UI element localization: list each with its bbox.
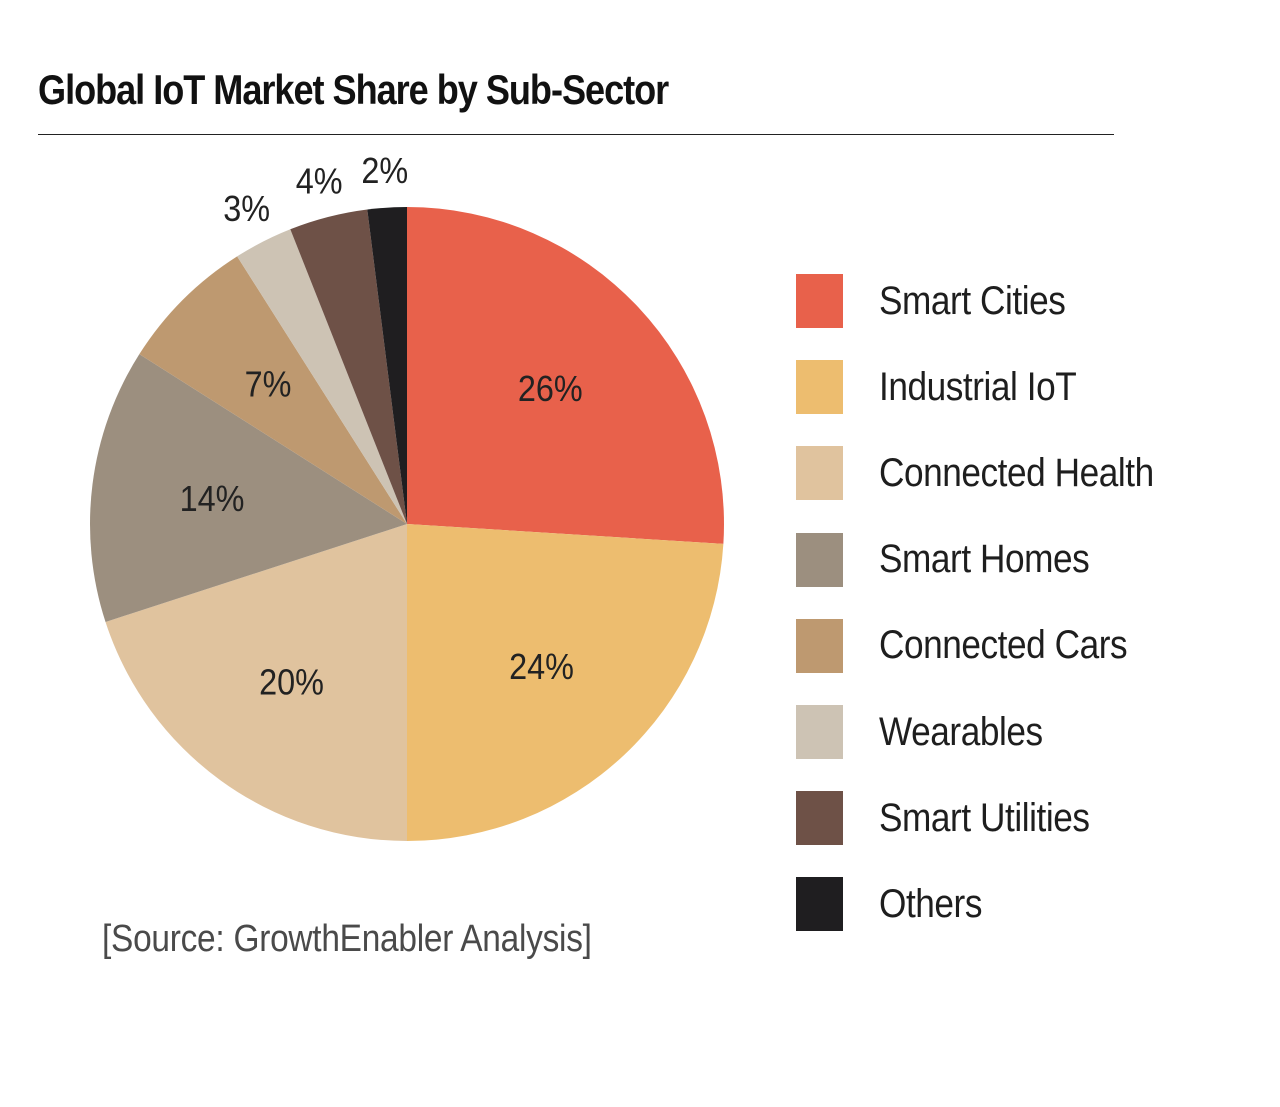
pie-slice-industrial-iot [407, 524, 724, 842]
chart-title: Global IoT Market Share by Sub-Sector [38, 66, 669, 113]
legend-swatch [796, 618, 843, 673]
pie-slice-others [367, 207, 407, 524]
legend-label: Others [879, 881, 983, 926]
legend-label: Wearables [879, 709, 1043, 754]
title-divider [38, 134, 1114, 135]
legend-item-smart-utilities: Smart Utilities [796, 775, 1191, 861]
legend-label: Smart Cities [879, 278, 1066, 323]
data-label-smart-utilities: 4% [296, 162, 343, 202]
data-label-others: 2% [361, 152, 408, 192]
legend-item-wearables: Wearables [796, 689, 1191, 775]
pie-slice-smart-cities [407, 207, 724, 544]
data-label-connected-cars: 7% [245, 365, 292, 405]
data-label-smart-cities: 26% [518, 370, 583, 410]
pie-slice-connected-health [105, 524, 408, 841]
pie-slice-connected-cars [139, 256, 407, 524]
data-label-smart-homes: 14% [180, 479, 245, 519]
legend-swatch [796, 532, 843, 587]
legend-label: Industrial IoT [879, 364, 1077, 409]
pie-slice-smart-utilities [290, 209, 407, 524]
legend-swatch [796, 274, 843, 329]
legend-swatch [796, 705, 843, 760]
legend-label: Connected Cars [879, 623, 1128, 668]
legend-item-smart-homes: Smart Homes [796, 517, 1191, 603]
source-note: [Source: GrowthEnabler Analysis] [102, 918, 592, 960]
legend-swatch [796, 877, 843, 932]
legend-label: Connected Health [879, 450, 1154, 495]
legend-item-smart-cities: Smart Cities [796, 258, 1191, 344]
legend-item-connected-cars: Connected Cars [796, 603, 1191, 689]
legend-item-industrial-iot: Industrial IoT [796, 344, 1191, 430]
legend-swatch [796, 446, 843, 501]
pie-slice-smart-homes [90, 354, 407, 622]
legend-item-connected-health: Connected Health [796, 430, 1191, 516]
data-label-industrial-iot: 24% [509, 647, 574, 687]
pie-slice-wearables [237, 229, 407, 524]
legend-swatch [796, 791, 843, 846]
legend-label: Smart Homes [879, 537, 1090, 582]
data-label-wearables: 3% [223, 190, 270, 230]
legend-item-others: Others [796, 861, 1191, 947]
legend-label: Smart Utilities [879, 795, 1090, 840]
legend-swatch [796, 360, 843, 415]
data-label-connected-health: 20% [259, 663, 324, 703]
chart-legend: Smart Cities Industrial IoT Connected Heal… [796, 258, 1191, 948]
